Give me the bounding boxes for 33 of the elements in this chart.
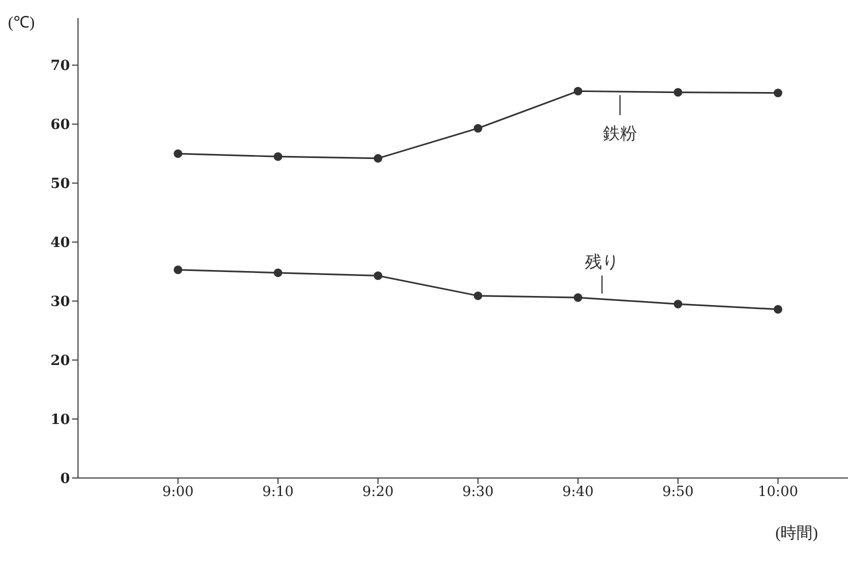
series-label: 残り	[585, 252, 619, 272]
point	[574, 293, 582, 302]
point	[374, 154, 382, 163]
y-tick-label: 40	[50, 235, 70, 252]
y-tick-label: 20	[50, 353, 70, 370]
y-tick-label: 0	[60, 470, 70, 487]
y-tick-label: 10	[50, 412, 70, 428]
x-tick-label: 10:00	[758, 484, 798, 500]
x-tick-label: 9:30	[462, 484, 494, 500]
point	[374, 271, 382, 280]
legend-label: 鉄粉	[603, 124, 637, 144]
y-tick-label: 50	[50, 176, 70, 192]
point	[674, 300, 682, 308]
point	[274, 268, 282, 278]
point	[774, 88, 782, 98]
y-tick-label: 60	[50, 117, 70, 134]
point	[474, 291, 482, 300]
x-axis-title: (時間)	[775, 524, 818, 542]
x-tick-label: 9:10	[262, 484, 294, 500]
point	[274, 152, 282, 161]
point	[174, 266, 182, 274]
x-tick-label: 9:20	[362, 484, 394, 500]
point	[174, 149, 182, 158]
y-axis-title: (℃)	[8, 14, 35, 32]
point	[674, 88, 682, 97]
point	[774, 305, 782, 314]
x-tick-label: 9:00	[162, 484, 194, 500]
y-tick-label: 30	[50, 294, 70, 310]
y-tick-label: 70	[50, 58, 70, 74]
x-tick-label: 9:40	[562, 484, 594, 500]
x-tick-label: 9:50	[662, 484, 694, 500]
point	[474, 124, 482, 133]
point	[574, 86, 582, 96]
